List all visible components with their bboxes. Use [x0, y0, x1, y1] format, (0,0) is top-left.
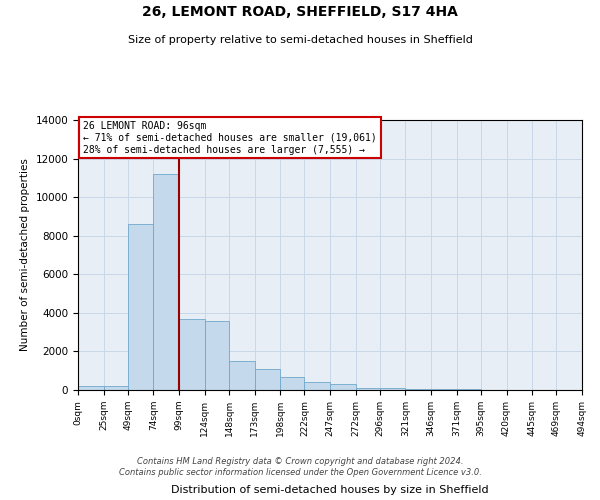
Text: Contains HM Land Registry data © Crown copyright and database right 2024.
Contai: Contains HM Land Registry data © Crown c… — [119, 458, 481, 477]
Bar — [380, 388, 406, 390]
Bar — [406, 389, 431, 390]
Bar — [254, 369, 280, 390]
Bar — [356, 388, 380, 390]
Text: Size of property relative to semi-detached houses in Sheffield: Size of property relative to semi-detach… — [128, 35, 472, 45]
Bar — [330, 384, 356, 390]
Bar — [280, 376, 304, 390]
Bar — [78, 386, 104, 390]
Bar — [104, 386, 128, 390]
Bar — [304, 382, 330, 390]
Text: 26, LEMONT ROAD, SHEFFIELD, S17 4HA: 26, LEMONT ROAD, SHEFFIELD, S17 4HA — [142, 5, 458, 19]
Bar — [179, 318, 205, 390]
Bar — [205, 320, 229, 390]
Text: 26 LEMONT ROAD: 96sqm
← 71% of semi-detached houses are smaller (19,061)
28% of : 26 LEMONT ROAD: 96sqm ← 71% of semi-deta… — [83, 122, 377, 154]
Bar — [431, 389, 457, 390]
Bar — [128, 224, 154, 390]
Bar — [154, 174, 179, 390]
Text: Distribution of semi-detached houses by size in Sheffield: Distribution of semi-detached houses by … — [171, 485, 489, 495]
Bar — [229, 361, 254, 390]
Y-axis label: Number of semi-detached properties: Number of semi-detached properties — [20, 158, 30, 352]
